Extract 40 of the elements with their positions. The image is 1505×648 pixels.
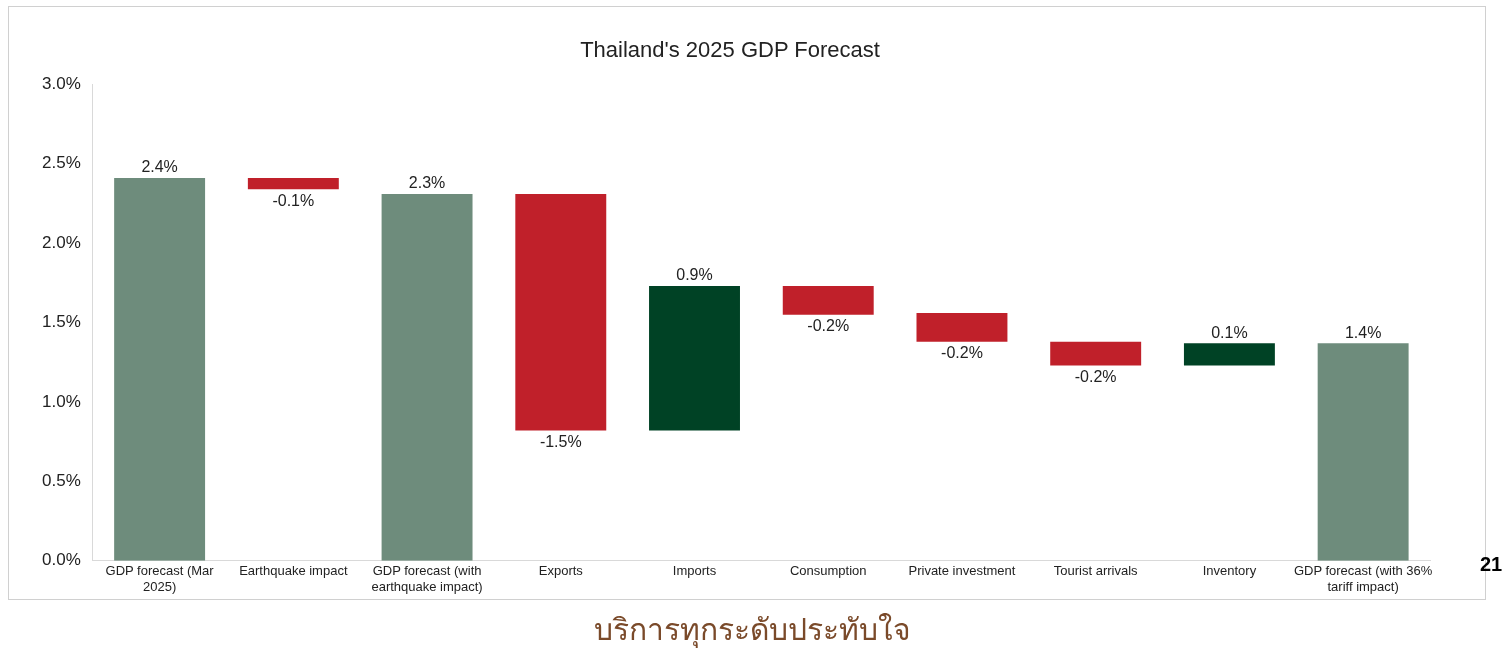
y-tick-label: 0.5% bbox=[42, 471, 81, 491]
x-tick-label: GDP forecast (with earthquake impact) bbox=[371, 563, 483, 594]
bar bbox=[247, 178, 339, 190]
data-label: -0.2% bbox=[1074, 367, 1117, 385]
bar bbox=[916, 313, 1008, 342]
x-tick-label: GDP forecast (with 36% tariff impact) bbox=[1293, 563, 1433, 594]
data-label: 2.3% bbox=[408, 174, 446, 192]
data-label: -0.2% bbox=[807, 317, 850, 335]
data-label: 2.4% bbox=[141, 158, 178, 176]
bar bbox=[1050, 341, 1142, 366]
bar bbox=[515, 193, 607, 431]
x-tick-label: Tourist arrivals bbox=[1053, 563, 1139, 579]
y-tick-label: 3.0% bbox=[42, 74, 81, 94]
x-tick-label: Inventory bbox=[1202, 563, 1257, 579]
bar bbox=[114, 178, 206, 561]
x-tick-label: Earthquake impact bbox=[239, 563, 348, 579]
data-label: 1.4% bbox=[1344, 323, 1382, 341]
bar bbox=[1317, 343, 1409, 561]
y-tick-label: 1.0% bbox=[42, 391, 81, 411]
x-tick-label: Private investment bbox=[908, 563, 1016, 579]
x-tick-label: Exports bbox=[538, 563, 584, 579]
data-label: 0.9% bbox=[676, 266, 713, 284]
y-tick-label: 2.5% bbox=[42, 153, 81, 173]
x-tick-label: GDP forecast (Mar 2025) bbox=[105, 563, 215, 594]
data-label: 0.1% bbox=[1211, 323, 1248, 341]
bar bbox=[649, 286, 740, 431]
bar bbox=[381, 193, 473, 561]
data-label: -0.2% bbox=[941, 344, 983, 362]
chart-title: Thailand's 2025 GDP Forecast bbox=[580, 37, 880, 63]
data-label: -1.5% bbox=[539, 432, 582, 450]
y-tick-label: 2.0% bbox=[42, 232, 81, 252]
bar bbox=[782, 286, 874, 315]
data-label: -0.1% bbox=[272, 191, 315, 209]
y-tick-label: 1.5% bbox=[42, 312, 81, 332]
text: บริการทุกระดับประทับใจ bbox=[593, 611, 912, 648]
x-tick-label: Consumption bbox=[789, 563, 867, 579]
y-tick-label: 0.0% bbox=[42, 550, 81, 570]
bar bbox=[1183, 343, 1275, 366]
text: 21 bbox=[1480, 553, 1503, 576]
x-tick-label: Imports bbox=[672, 563, 717, 579]
